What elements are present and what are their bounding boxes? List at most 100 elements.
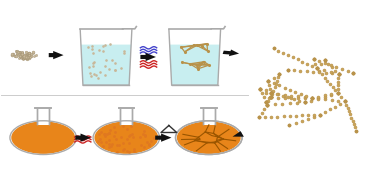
Point bbox=[350, 71, 356, 74]
Point bbox=[282, 93, 288, 96]
Point bbox=[299, 60, 305, 63]
Point bbox=[342, 100, 348, 103]
Point bbox=[264, 103, 270, 106]
Point bbox=[289, 96, 295, 99]
Point bbox=[345, 69, 351, 72]
Point bbox=[315, 97, 321, 100]
Point bbox=[262, 115, 268, 119]
Point bbox=[285, 53, 291, 57]
Point bbox=[262, 108, 267, 111]
Point bbox=[265, 100, 271, 103]
Point bbox=[342, 100, 348, 103]
Point bbox=[285, 68, 290, 71]
Point bbox=[90, 65, 96, 68]
Point bbox=[268, 92, 274, 95]
Point bbox=[274, 92, 280, 95]
Point bbox=[256, 116, 262, 119]
Point bbox=[31, 54, 37, 57]
Point bbox=[17, 55, 23, 58]
Point bbox=[309, 96, 315, 99]
Point bbox=[107, 43, 113, 46]
Point bbox=[282, 86, 288, 89]
Point bbox=[303, 94, 309, 97]
Point bbox=[19, 55, 24, 58]
Point bbox=[119, 149, 125, 152]
Point bbox=[142, 134, 148, 137]
Point bbox=[350, 119, 356, 122]
Point bbox=[22, 57, 28, 60]
Point bbox=[263, 89, 269, 92]
Point bbox=[17, 55, 23, 58]
Point bbox=[106, 143, 112, 146]
Point bbox=[23, 51, 29, 54]
Point bbox=[101, 145, 106, 148]
Point bbox=[112, 138, 118, 141]
Point bbox=[346, 110, 352, 113]
Point bbox=[17, 54, 23, 57]
Point bbox=[118, 66, 124, 69]
Point bbox=[335, 80, 341, 83]
Point bbox=[206, 64, 212, 67]
Point bbox=[22, 57, 28, 60]
Polygon shape bbox=[155, 133, 171, 142]
Point bbox=[263, 100, 269, 103]
Point bbox=[264, 103, 270, 106]
Point bbox=[268, 92, 274, 95]
Point bbox=[322, 94, 328, 97]
Point bbox=[24, 55, 30, 58]
Point bbox=[112, 62, 118, 65]
Point bbox=[335, 91, 341, 94]
Point bbox=[16, 50, 22, 53]
Point bbox=[127, 133, 133, 136]
Point bbox=[282, 96, 288, 99]
Point bbox=[271, 47, 277, 50]
Point bbox=[298, 92, 304, 95]
Point bbox=[27, 55, 33, 58]
Point bbox=[20, 56, 26, 59]
Point bbox=[332, 105, 338, 108]
Point bbox=[86, 66, 92, 69]
Point bbox=[126, 135, 132, 138]
Point bbox=[25, 55, 31, 58]
Polygon shape bbox=[75, 133, 91, 142]
Point bbox=[23, 56, 29, 59]
Point bbox=[191, 44, 197, 47]
Point bbox=[265, 80, 271, 83]
Point bbox=[137, 136, 142, 139]
Point bbox=[22, 56, 27, 59]
Point bbox=[263, 91, 269, 94]
Point bbox=[19, 56, 25, 59]
Point bbox=[104, 141, 109, 144]
Point bbox=[314, 67, 320, 70]
Point bbox=[305, 114, 311, 117]
Point bbox=[309, 96, 315, 99]
Point bbox=[9, 53, 14, 56]
Point bbox=[89, 44, 95, 47]
Bar bbox=[203, 107, 215, 125]
Point bbox=[268, 96, 274, 99]
Point bbox=[265, 80, 271, 83]
Point bbox=[26, 53, 32, 56]
Point bbox=[263, 100, 269, 103]
Point bbox=[109, 59, 115, 62]
Point bbox=[201, 60, 207, 63]
Point bbox=[259, 91, 265, 94]
Point bbox=[271, 76, 277, 79]
Point bbox=[287, 88, 293, 91]
Point bbox=[199, 44, 205, 47]
Point bbox=[335, 72, 341, 75]
Point bbox=[17, 53, 23, 56]
Point bbox=[257, 87, 263, 90]
Point bbox=[295, 95, 301, 98]
Point bbox=[91, 61, 96, 64]
Point bbox=[345, 106, 351, 109]
Point bbox=[293, 121, 299, 124]
Point bbox=[348, 116, 354, 119]
Point bbox=[102, 65, 108, 68]
Point bbox=[118, 136, 124, 139]
Point bbox=[28, 54, 34, 57]
Point bbox=[276, 72, 282, 75]
Point bbox=[275, 115, 280, 118]
Point bbox=[17, 53, 23, 56]
Point bbox=[22, 56, 28, 59]
